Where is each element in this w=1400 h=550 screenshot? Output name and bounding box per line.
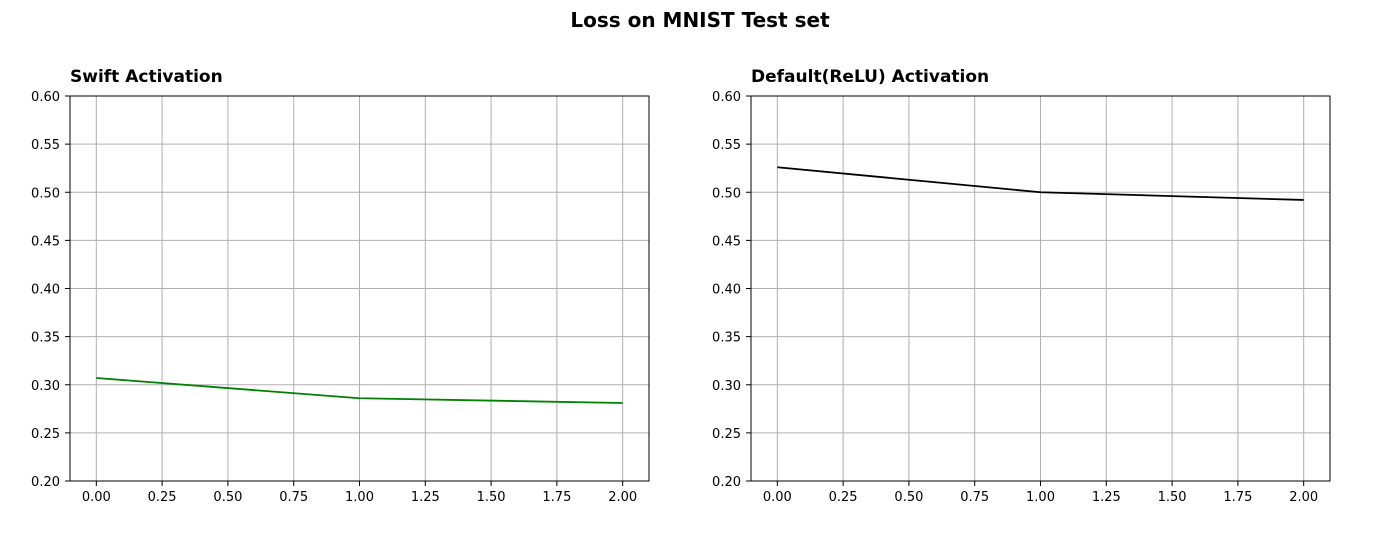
y-tick-label: 0.30 [712, 379, 741, 394]
x-tick-label: 1.75 [1223, 490, 1252, 505]
chart-title: Default(ReLU) Activation [751, 67, 989, 87]
y-tick-label: 0.60 [712, 90, 741, 105]
plot-frame [69, 95, 650, 482]
x-tick-label: 2.00 [608, 490, 637, 505]
x-tick-label: 1.00 [1026, 490, 1055, 505]
y-tick-label: 0.45 [712, 234, 741, 249]
x-tick-label: 0.25 [829, 490, 858, 505]
y-tick-label: 0.25 [712, 427, 741, 442]
plot-frame [750, 95, 1331, 482]
x-tick-label: 1.25 [1092, 490, 1121, 505]
y-tick-label: 0.55 [712, 138, 741, 153]
series-line [96, 377, 623, 404]
x-tick-label: 1.00 [345, 490, 374, 505]
y-tick-label: 0.40 [31, 283, 60, 298]
x-tick-label: 0.50 [894, 490, 923, 505]
chart-panel-relu: Default(ReLU) Activation 0.00 0.25 0.50 0.75… [712, 67, 1331, 505]
x-tick-label: 1.25 [411, 490, 440, 505]
y-tick-label: 0.55 [31, 138, 60, 153]
y-tick-label: 0.20 [31, 475, 60, 490]
y-tick-label: 0.50 [31, 186, 60, 201]
x-tick-label: 1.50 [477, 490, 506, 505]
x-tick-label: 0.50 [213, 490, 242, 505]
x-tick-label: 0.75 [960, 490, 989, 505]
y-tick-label: 0.25 [31, 427, 60, 442]
y-tick-label: 0.60 [31, 90, 60, 105]
x-tick-label: 0.00 [763, 490, 792, 505]
y-tick-label: 0.40 [712, 283, 741, 298]
x-tick-label: 2.00 [1289, 490, 1318, 505]
y-tick-label: 0.35 [31, 331, 60, 346]
y-tick-label: 0.30 [31, 379, 60, 394]
x-tick-label: 0.75 [279, 490, 308, 505]
y-tick-label: 0.20 [712, 475, 741, 490]
x-tick-label: 0.25 [148, 490, 177, 505]
y-tick-label: 0.50 [712, 186, 741, 201]
chart-panel-swift: Swift Activation 0.00 0.25 0.50 0.75 1.00 1.25… [31, 67, 650, 505]
x-tick-label: 0.00 [82, 490, 111, 505]
x-tick-label: 1.75 [542, 490, 571, 505]
chart-title: Swift Activation [70, 67, 223, 87]
figure-title: Loss on MNIST Test set [570, 8, 830, 32]
y-tick-label: 0.45 [31, 234, 60, 249]
series-line [777, 166, 1304, 201]
y-tick-label: 0.35 [712, 331, 741, 346]
x-tick-label: 1.50 [1158, 490, 1187, 505]
